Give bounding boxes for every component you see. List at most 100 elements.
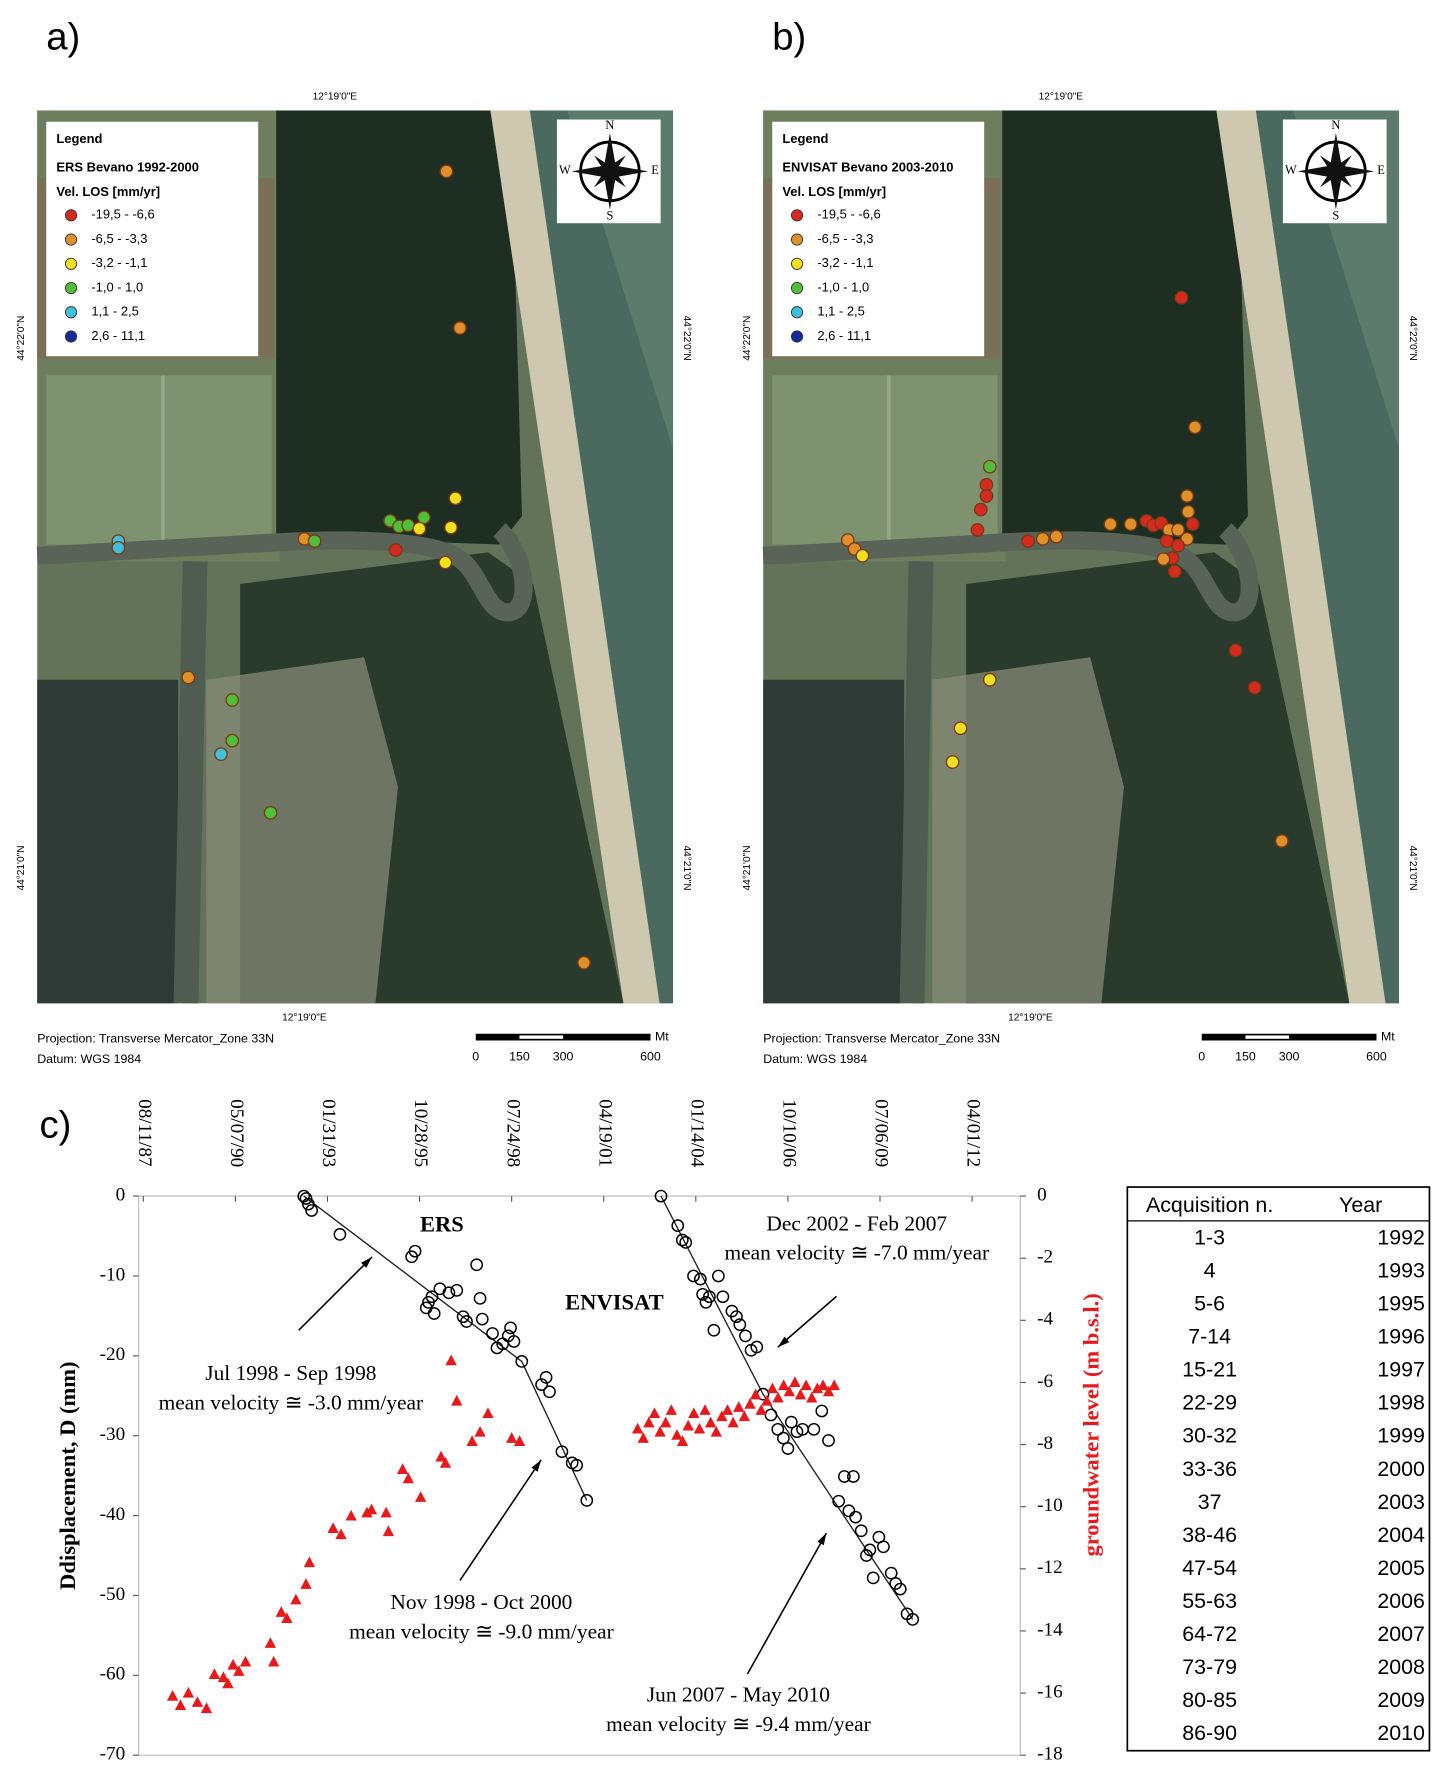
displacement-point bbox=[765, 1409, 776, 1420]
groundwater-point bbox=[383, 1525, 394, 1536]
legend-label: 2,6 - 11,1 bbox=[817, 328, 871, 343]
table: Acquisition n.Year1-31992419935-619957-1… bbox=[1127, 1187, 1429, 1751]
ps-point bbox=[1276, 835, 1288, 847]
y-tick-label: -70 bbox=[100, 1744, 126, 1765]
scale-label: 0 bbox=[472, 1050, 479, 1064]
table-cell: 73-79 bbox=[1182, 1655, 1237, 1679]
legend-unit: Vel. LOS [mm/yr] bbox=[56, 184, 160, 199]
compass-letter: N bbox=[1331, 118, 1340, 132]
annotation: mean velocity ≅ -3.0 mm/year bbox=[159, 1391, 424, 1415]
groundwater-point bbox=[739, 1410, 750, 1421]
groundwater-point bbox=[638, 1432, 649, 1443]
legend-label: -6,5 - -3,3 bbox=[91, 231, 147, 246]
y-tick-label: -60 bbox=[100, 1664, 126, 1685]
compass-letter: N bbox=[605, 118, 614, 132]
groundwater-point bbox=[688, 1407, 699, 1418]
displacement-point bbox=[740, 1330, 751, 1341]
projection: Projection: Transverse Mercator_Zone 33N bbox=[763, 1032, 1000, 1046]
ps-point bbox=[1050, 530, 1062, 542]
groundwater-point bbox=[649, 1407, 660, 1418]
compass-letter: W bbox=[1285, 163, 1297, 177]
groundwater-point bbox=[744, 1398, 755, 1409]
coord-top: 12°19'0"E bbox=[313, 92, 358, 103]
ps-point bbox=[975, 503, 987, 515]
coord-right: 44°21'0"N bbox=[681, 846, 692, 891]
legend-swatch bbox=[65, 234, 76, 245]
table-cell: 2003 bbox=[1377, 1490, 1425, 1514]
y-tick-label: 0 bbox=[116, 1184, 126, 1205]
groundwater-point bbox=[795, 1389, 806, 1400]
legend-swatch bbox=[791, 282, 802, 293]
y2-tick-label: -16 bbox=[1037, 1681, 1063, 1702]
table-cell: 37 bbox=[1198, 1490, 1222, 1514]
ps-point bbox=[971, 524, 983, 536]
displacement-point bbox=[808, 1424, 819, 1435]
scale-unit: Mt bbox=[655, 1029, 669, 1043]
coord-right: 44°22'0"N bbox=[1407, 316, 1418, 361]
groundwater-point bbox=[817, 1379, 828, 1390]
annotation: Jul 1998 - Sep 1998 bbox=[205, 1361, 376, 1385]
groundwater-point bbox=[694, 1423, 705, 1434]
table-cell: 2010 bbox=[1377, 1721, 1425, 1745]
table-cell: 1993 bbox=[1377, 1259, 1425, 1283]
ps-point bbox=[1168, 565, 1180, 577]
x-tick-label: 07/24/98 bbox=[502, 1099, 523, 1167]
ps-point bbox=[308, 535, 320, 547]
ps-point bbox=[215, 748, 227, 760]
coord-right: 44°22'0"N bbox=[681, 316, 692, 361]
legend-dataset: ERS Bevano 1992-2000 bbox=[56, 159, 199, 174]
ps-point bbox=[856, 550, 868, 562]
scale-label: 0 bbox=[1198, 1050, 1205, 1064]
legend-label: 1,1 - 2,5 bbox=[817, 304, 865, 319]
projection: Projection: Transverse Mercator_Zone 33N bbox=[37, 1032, 274, 1046]
ps-point bbox=[980, 479, 992, 491]
y2-tick-label: -14 bbox=[1037, 1619, 1063, 1640]
groundwater-point bbox=[175, 1699, 186, 1710]
displacement-point bbox=[451, 1285, 462, 1296]
groundwater-point bbox=[671, 1429, 682, 1440]
y2-tick-label: 0 bbox=[1037, 1184, 1047, 1205]
table-cell: 2006 bbox=[1377, 1589, 1425, 1613]
annotation: Nov 1998 - Oct 2000 bbox=[390, 1590, 572, 1614]
table-cell: 22-29 bbox=[1182, 1391, 1237, 1415]
groundwater-point bbox=[829, 1379, 840, 1390]
compass-letter: E bbox=[1377, 163, 1385, 177]
ps-point bbox=[226, 734, 238, 746]
coord-left: 44°22'0"N bbox=[16, 316, 27, 361]
coord-top: 12°19'0"E bbox=[1039, 92, 1084, 103]
groundwater-point bbox=[705, 1417, 716, 1428]
datum: Datum: WGS 1984 bbox=[37, 1052, 141, 1066]
groundwater-point bbox=[756, 1404, 767, 1415]
table-header: Year bbox=[1339, 1193, 1382, 1217]
ps-point bbox=[390, 544, 402, 556]
ps-point bbox=[1022, 535, 1034, 547]
ps-point bbox=[418, 511, 430, 523]
displacement-point bbox=[886, 1567, 897, 1578]
y-tick-label: -50 bbox=[100, 1584, 126, 1605]
groundwater-point bbox=[346, 1510, 357, 1521]
table-cell: 2004 bbox=[1377, 1523, 1425, 1547]
table-cell: 2009 bbox=[1377, 1688, 1425, 1712]
table-cell: 2008 bbox=[1377, 1655, 1425, 1679]
scale-bar-segment bbox=[1245, 1035, 1289, 1038]
y2-tick-label: -4 bbox=[1037, 1309, 1053, 1330]
ps-point bbox=[1182, 506, 1194, 518]
displacement-point bbox=[868, 1572, 879, 1583]
x-tick-label: 01/14/04 bbox=[686, 1099, 707, 1168]
legend-label: -1,0 - 1,0 bbox=[91, 279, 143, 294]
displacement-point bbox=[477, 1313, 488, 1324]
coord-left: 44°21'0"N bbox=[742, 846, 753, 891]
scale-unit: Mt bbox=[1381, 1029, 1395, 1043]
displacement-point bbox=[334, 1229, 345, 1240]
table-header: Acquisition n. bbox=[1146, 1193, 1273, 1217]
groundwater-point bbox=[683, 1420, 694, 1431]
ps-point bbox=[182, 671, 194, 683]
table-cell: 47-54 bbox=[1182, 1556, 1237, 1580]
scale-label: 300 bbox=[553, 1050, 574, 1064]
groundwater-point bbox=[506, 1432, 517, 1443]
groundwater-point bbox=[268, 1656, 279, 1667]
table-cell: 1992 bbox=[1377, 1226, 1425, 1250]
table-cell: 30-32 bbox=[1182, 1424, 1237, 1448]
ps-point bbox=[1229, 644, 1241, 656]
displacement-point bbox=[544, 1386, 555, 1397]
